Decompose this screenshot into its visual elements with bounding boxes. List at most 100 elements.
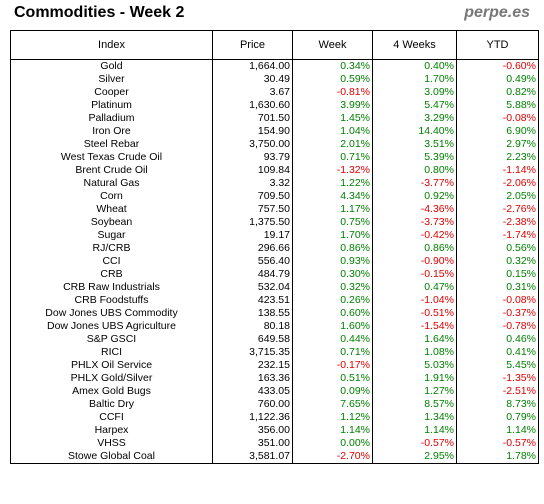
- price-cell: 423.51: [212, 294, 293, 307]
- name-cell: Iron Ore: [10, 125, 213, 138]
- week-change-cell: 7.65%: [292, 398, 373, 411]
- four-week-change-cell: 1.08%: [372, 346, 457, 359]
- table-row: CRB Raw Industrials 532.04 0.32% 0.47% 0.31%: [10, 281, 539, 294]
- ytd-change-cell: -2.06%: [456, 177, 539, 190]
- ytd-change-cell: 0.49%: [456, 73, 539, 86]
- ytd-change-cell: 0.32%: [456, 255, 539, 268]
- four-week-change-cell: 5.47%: [372, 99, 457, 112]
- price-cell: 3,750.00: [212, 138, 293, 151]
- page-title: Commodities - Week 2: [14, 4, 185, 21]
- table-row: S&P GSCI 649.58 0.44% 1.64% 0.46%: [10, 333, 539, 346]
- price-cell: 138.55: [212, 307, 293, 320]
- table-row: CRB 484.79 0.30% -0.15% 0.15%: [10, 268, 539, 281]
- name-cell: RJ/CRB: [10, 242, 213, 255]
- week-change-cell: 0.75%: [292, 216, 373, 229]
- week-change-cell: 0.51%: [292, 372, 373, 385]
- price-cell: 532.04: [212, 281, 293, 294]
- week-change-cell: 1.14%: [292, 424, 373, 437]
- four-week-change-cell: -3.73%: [372, 216, 457, 229]
- column-header-index: Index: [10, 30, 213, 60]
- ytd-change-cell: 0.82%: [456, 86, 539, 99]
- name-cell: Palladium: [10, 112, 213, 125]
- name-cell: West Texas Crude Oil: [10, 151, 213, 164]
- week-change-cell: 0.71%: [292, 151, 373, 164]
- price-cell: 1,375.50: [212, 216, 293, 229]
- price-cell: 154.90: [212, 125, 293, 138]
- price-cell: 3,581.07: [212, 450, 293, 464]
- name-cell: Sugar: [10, 229, 213, 242]
- four-week-change-cell: 3.51%: [372, 138, 457, 151]
- price-cell: 3,715.35: [212, 346, 293, 359]
- ytd-change-cell: -0.60%: [456, 59, 539, 73]
- name-cell: Soybean: [10, 216, 213, 229]
- name-cell: Amex Gold Bugs: [10, 385, 213, 398]
- table-row: CRB Foodstuffs 423.51 0.26% -1.04% -0.08%: [10, 294, 539, 307]
- brand-logo: perpe.es: [464, 4, 530, 21]
- table-row: West Texas Crude Oil 93.79 0.71% 5.39% 2.23%: [10, 151, 539, 164]
- price-cell: 1,664.00: [212, 59, 293, 73]
- ytd-change-cell: -2.38%: [456, 216, 539, 229]
- price-cell: 232.15: [212, 359, 293, 372]
- ytd-change-cell: -0.08%: [456, 112, 539, 125]
- price-cell: 757.50: [212, 203, 293, 216]
- four-week-change-cell: -0.90%: [372, 255, 457, 268]
- price-cell: 3.67: [212, 86, 293, 99]
- four-week-change-cell: 0.40%: [372, 59, 457, 73]
- four-week-change-cell: -1.04%: [372, 294, 457, 307]
- name-cell: CCI: [10, 255, 213, 268]
- ytd-change-cell: 1.14%: [456, 424, 539, 437]
- name-cell: CRB: [10, 268, 213, 281]
- week-change-cell: 0.30%: [292, 268, 373, 281]
- price-cell: 556.40: [212, 255, 293, 268]
- four-week-change-cell: 14.40%: [372, 125, 457, 138]
- four-week-change-cell: 1.64%: [372, 333, 457, 346]
- price-cell: 484.79: [212, 268, 293, 281]
- ytd-change-cell: 2.05%: [456, 190, 539, 203]
- table-row: Cooper 3.67 -0.81% 3.09% 0.82%: [10, 86, 539, 99]
- table-row: Baltic Dry 760.00 7.65% 8.57% 8.73%: [10, 398, 539, 411]
- name-cell: Natural Gas: [10, 177, 213, 190]
- column-header-week: Week: [292, 30, 373, 60]
- name-cell: CRB Foodstuffs: [10, 294, 213, 307]
- table-row: Gold 1,664.00 0.34% 0.40% -0.60%: [10, 59, 539, 73]
- table-row: Wheat 757.50 1.17% -4.36% -2.76%: [10, 203, 539, 216]
- price-cell: 30.49: [212, 73, 293, 86]
- name-cell: Brent Crude Oil: [10, 164, 213, 177]
- price-cell: 356.00: [212, 424, 293, 437]
- week-change-cell: 1.04%: [292, 125, 373, 138]
- table-row: Natural Gas 3.32 1.22% -3.77% -2.06%: [10, 177, 539, 190]
- price-cell: 351.00: [212, 437, 293, 450]
- price-cell: 649.58: [212, 333, 293, 346]
- price-cell: 760.00: [212, 398, 293, 411]
- price-cell: 701.50: [212, 112, 293, 125]
- week-change-cell: -0.81%: [292, 86, 373, 99]
- table-row: RICI 3,715.35 0.71% 1.08% 0.41%: [10, 346, 539, 359]
- four-week-change-cell: 1.34%: [372, 411, 457, 424]
- table-row: Amex Gold Bugs 433.05 0.09% 1.27% -2.51%: [10, 385, 539, 398]
- name-cell: Corn: [10, 190, 213, 203]
- four-week-change-cell: 0.92%: [372, 190, 457, 203]
- week-change-cell: 0.44%: [292, 333, 373, 346]
- table-row: VHSS 351.00 0.00% -0.57% -0.57%: [10, 437, 539, 450]
- week-change-cell: 1.60%: [292, 320, 373, 333]
- ytd-change-cell: 2.23%: [456, 151, 539, 164]
- price-cell: 109.84: [212, 164, 293, 177]
- name-cell: S&P GSCI: [10, 333, 213, 346]
- name-cell: Cooper: [10, 86, 213, 99]
- ytd-change-cell: -0.37%: [456, 307, 539, 320]
- name-cell: Dow Jones UBS Agriculture: [10, 320, 213, 333]
- ytd-change-cell: 0.79%: [456, 411, 539, 424]
- four-week-change-cell: -0.51%: [372, 307, 457, 320]
- price-cell: 80.18: [212, 320, 293, 333]
- week-change-cell: 1.45%: [292, 112, 373, 125]
- week-change-cell: 0.26%: [292, 294, 373, 307]
- name-cell: PHLX Oil Service: [10, 359, 213, 372]
- name-cell: Wheat: [10, 203, 213, 216]
- four-week-change-cell: 1.27%: [372, 385, 457, 398]
- four-week-change-cell: 5.39%: [372, 151, 457, 164]
- table-row: Sugar 19.17 1.70% -0.42% -1.74%: [10, 229, 539, 242]
- table-row: Palladium 701.50 1.45% 3.29% -0.08%: [10, 112, 539, 125]
- table-row: CCFI 1,122.36 1.12% 1.34% 0.79%: [10, 411, 539, 424]
- week-change-cell: 0.71%: [292, 346, 373, 359]
- week-change-cell: -1.32%: [292, 164, 373, 177]
